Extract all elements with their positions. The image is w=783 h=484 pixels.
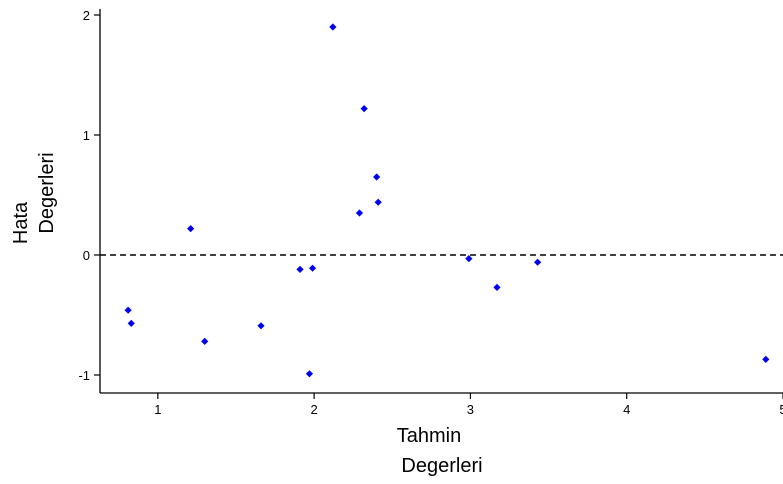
x-tick-label: 2: [311, 402, 318, 417]
x-axis-title-line-1: Tahmin: [397, 425, 461, 447]
data-point: [187, 225, 195, 233]
x-tick-label: 3: [467, 402, 474, 417]
data-point: [308, 264, 317, 272]
y-axis-ticks: -1 0 1 2: [78, 8, 100, 383]
data-point: [373, 173, 381, 181]
x-tick-label: 1: [154, 402, 161, 417]
data-point: [329, 23, 337, 31]
data-point: [127, 319, 135, 327]
data-point: [305, 370, 314, 378]
y-tick-label: -1: [78, 368, 90, 383]
x-tick-label: 5: [779, 402, 783, 417]
data-point: [374, 198, 382, 206]
data-point: [355, 209, 364, 217]
data-point: [124, 306, 132, 314]
y-tick-label: 1: [83, 128, 90, 143]
data-point: [201, 337, 209, 345]
y-tick-label: 0: [83, 248, 90, 263]
data-point: [360, 105, 368, 113]
data-points: [124, 23, 770, 378]
data-point: [296, 265, 304, 273]
data-point: [762, 355, 770, 363]
x-axis-ticks: 1 2 3 4 5: [154, 393, 783, 417]
data-point: [257, 322, 265, 330]
data-point: [493, 283, 501, 291]
y-axis-title-line-1: Hata: [10, 201, 32, 244]
x-axis-title-line-2: Degerleri: [401, 455, 482, 477]
y-axis-title-line-2: Degerleri: [36, 152, 58, 233]
data-point: [465, 255, 473, 263]
data-point: [534, 258, 542, 266]
y-tick-label: 2: [83, 8, 90, 23]
x-tick-label: 4: [623, 402, 630, 417]
